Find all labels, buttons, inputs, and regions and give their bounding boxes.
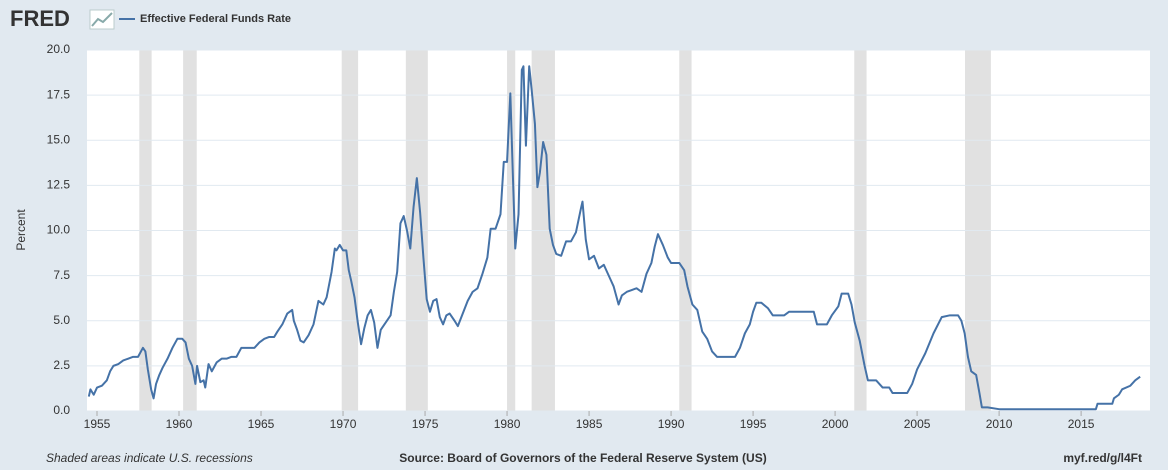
y-axis-label: Percent xyxy=(14,209,28,251)
x-tick-label: 2015 xyxy=(1068,417,1095,431)
x-tick-label: 1995 xyxy=(740,417,767,431)
x-tick-label: 2005 xyxy=(904,417,931,431)
y-tick-label: 15.0 xyxy=(47,132,71,146)
x-tick-label: 2000 xyxy=(822,417,849,431)
recession-note: Shaded areas indicate U.S. recessions xyxy=(46,451,253,465)
y-tick-label: 7.5 xyxy=(53,268,70,282)
x-tick-label: 2010 xyxy=(986,417,1013,431)
series-line xyxy=(87,65,1141,411)
x-tick-label: 1955 xyxy=(84,417,111,431)
y-tick-label: 20.0 xyxy=(47,42,71,56)
x-tick-label: 1980 xyxy=(494,417,521,431)
y-tick-label: 5.0 xyxy=(53,313,70,327)
x-tick-label: 1985 xyxy=(576,417,603,431)
logo-icon xyxy=(89,9,115,30)
y-tick-label: 2.5 xyxy=(53,358,70,372)
y-tick-label: 10.0 xyxy=(47,223,71,237)
source: Source: Board of Governors of the Federa… xyxy=(399,451,766,465)
legend-label: Effective Federal Funds Rate xyxy=(140,13,291,25)
x-tick-label: 1975 xyxy=(412,417,439,431)
x-tick-label: 1970 xyxy=(330,417,357,431)
x-tick-label: 1990 xyxy=(658,417,685,431)
y-tick-label: 0.0 xyxy=(53,403,70,417)
logo: FRED xyxy=(10,6,70,31)
link: myf.red/g/l4Ft xyxy=(1063,451,1142,465)
y-tick-label: 12.5 xyxy=(47,178,71,192)
y-tick-label: 17.5 xyxy=(47,87,71,101)
x-tick-label: 1960 xyxy=(166,417,193,431)
x-tick-label: 1965 xyxy=(248,417,275,431)
